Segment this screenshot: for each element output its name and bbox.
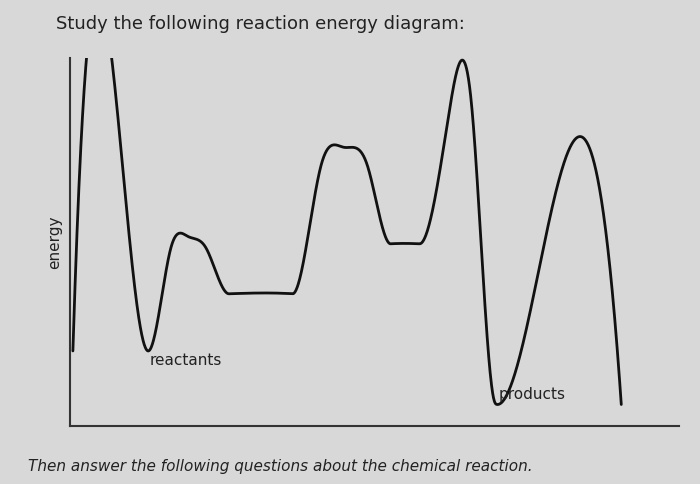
Text: Study the following reaction energy diagram:: Study the following reaction energy diag… [56,15,465,32]
Text: reactants: reactants [150,353,222,368]
Text: products: products [498,387,566,402]
Y-axis label: energy: energy [47,215,62,269]
Text: Then answer the following questions about the chemical reaction.: Then answer the following questions abou… [28,459,533,474]
